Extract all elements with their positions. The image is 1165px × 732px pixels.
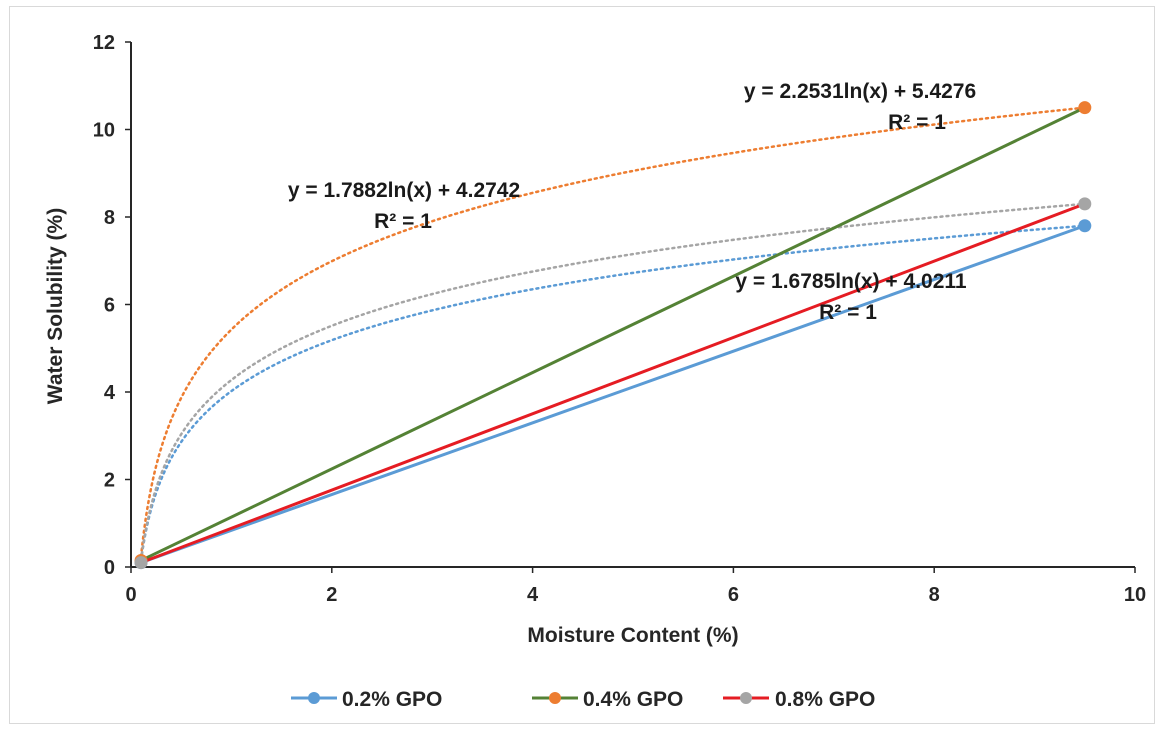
legend-label-0-4-gpo: 0.4% GPO xyxy=(583,688,683,711)
trendlines xyxy=(139,106,1087,562)
trendline-equations: y = 2.2531ln(x) + 5.4276 R² = 1 y = 1.78… xyxy=(288,80,976,324)
y-tick-label: 8 xyxy=(104,207,115,229)
legend: 0.2% GPO 0.4% GPO 0.8% GPO xyxy=(291,688,875,711)
legend-item-0-2-gpo: 0.2% GPO xyxy=(291,688,442,711)
plot-area xyxy=(134,101,1092,570)
x-tick-label: 4 xyxy=(527,584,539,606)
y-tick-label: 0 xyxy=(104,557,115,579)
series-line-0-4-gpo xyxy=(140,106,1086,562)
x-tick-label: 8 xyxy=(929,584,940,606)
y-tick-label: 6 xyxy=(104,295,115,317)
chart-frame xyxy=(9,6,1155,724)
y-axis-title: Water Solubility (%) xyxy=(44,208,67,404)
trendline-0-2-gpo xyxy=(139,224,1087,562)
series-lines xyxy=(140,106,1086,565)
data-point-0-8-gpo xyxy=(1078,197,1092,211)
y-tick-label: 4 xyxy=(104,382,116,404)
legend-marker-0-8-gpo xyxy=(740,692,752,704)
x-tick-labels: 0 2 4 6 8 10 xyxy=(125,567,1146,606)
x-tick-label: 2 xyxy=(326,584,337,606)
y-tick-label: 10 xyxy=(93,120,115,142)
equation-label-0-8-gpo: y = 1.7882ln(x) + 4.2742 xyxy=(288,179,520,202)
r2-label-0-2-gpo: R² = 1 xyxy=(819,301,877,324)
trendline-0-8-gpo xyxy=(139,202,1087,562)
r2-label-0-8-gpo: R² = 1 xyxy=(374,210,432,233)
series-line-0-8-gpo xyxy=(140,202,1086,565)
y-tick-label: 12 xyxy=(93,32,115,54)
legend-marker-0-2-gpo xyxy=(308,692,320,704)
equation-label-0-2-gpo: y = 1.6785ln(x) + 4.0211 xyxy=(735,270,966,293)
data-point-0-4-gpo xyxy=(1078,101,1092,115)
r2-label-0-4-gpo: R² = 1 xyxy=(888,111,946,134)
y-tick-label: 2 xyxy=(104,470,115,492)
data-markers xyxy=(134,101,1092,570)
legend-marker-0-4-gpo xyxy=(549,692,561,704)
x-tick-label: 0 xyxy=(125,584,136,606)
legend-label-0-8-gpo: 0.8% GPO xyxy=(775,688,875,711)
axes: 0 2 4 6 8 10 0 2 4 6 8 10 12 Moisture Content (%) W… xyxy=(44,32,1146,647)
data-point-0-8-gpo xyxy=(134,556,148,570)
legend-item-0-8-gpo: 0.8% GPO xyxy=(723,688,875,711)
series-line-0-2-gpo xyxy=(140,224,1086,565)
x-tick-label: 6 xyxy=(728,584,739,606)
y-tick-labels: 0 2 4 6 8 10 12 xyxy=(93,32,131,579)
data-point-0-2-gpo xyxy=(1078,219,1092,233)
trendline-0-4-gpo xyxy=(139,106,1087,558)
equation-label-0-4-gpo: y = 2.2531ln(x) + 5.4276 xyxy=(744,80,976,103)
x-tick-label: 10 xyxy=(1124,584,1146,606)
legend-item-0-4-gpo: 0.4% GPO xyxy=(532,688,683,711)
legend-label-0-2-gpo: 0.2% GPO xyxy=(342,688,442,711)
x-axis-title: Moisture Content (%) xyxy=(527,624,738,647)
